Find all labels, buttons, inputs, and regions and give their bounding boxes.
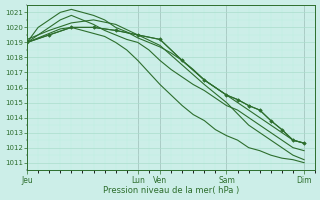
X-axis label: Pression niveau de la mer( hPa ): Pression niveau de la mer( hPa ): [103, 186, 239, 195]
